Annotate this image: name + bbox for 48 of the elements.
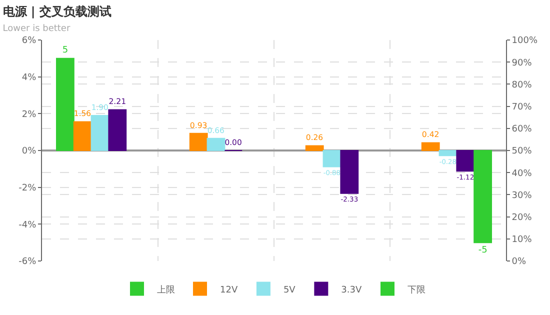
bar	[421, 142, 440, 151]
y2-tick-label: 90%	[512, 58, 532, 68]
legend-label: 5V	[283, 285, 296, 296]
data-label: 0.66	[207, 126, 225, 135]
y-tick-label: -2%	[18, 183, 37, 194]
data-label: -5	[478, 246, 488, 256]
data-label: 5	[62, 45, 68, 56]
y-tick-label: 0%	[22, 146, 37, 157]
y-tick-label: -4%	[18, 220, 37, 230]
legend-label: 3.3V	[341, 285, 362, 296]
bar	[189, 132, 208, 151]
bar	[108, 109, 127, 151]
chart-title: 电源 | 交叉负载测试	[2, 4, 112, 19]
y2-tick-label: 100%	[512, 36, 538, 46]
legend-label: 下限	[407, 285, 426, 296]
data-label: 0.26	[306, 133, 324, 142]
y2-tick-label: 70%	[512, 102, 532, 112]
y2-tick-label: 60%	[512, 124, 532, 135]
y2-tick-label: 50%	[512, 146, 532, 157]
bar	[73, 121, 92, 151]
bar	[456, 150, 475, 172]
data-label: 0.42	[422, 130, 440, 140]
bar	[90, 115, 110, 151]
bar	[305, 145, 324, 151]
y2-tick-label: 20%	[512, 212, 532, 223]
y-tick-label: 2%	[22, 110, 37, 120]
chart-subtitle: Lower is better	[2, 24, 70, 34]
bar	[474, 150, 492, 244]
data-label: 0.00	[224, 138, 242, 147]
y2-tick-label: 40%	[512, 168, 532, 179]
data-label: 1.90	[91, 102, 109, 112]
bar	[322, 150, 342, 168]
data-label: 0.93	[190, 120, 208, 130]
bar	[438, 150, 458, 156]
y2-tick-label: 80%	[512, 80, 532, 90]
bar	[340, 150, 359, 194]
y2-tick-label: 10%	[512, 235, 532, 246]
y-tick-label: 4%	[22, 72, 37, 83]
y-tick-label: -6%	[18, 257, 37, 268]
y-tick-label: 6%	[22, 36, 37, 46]
legend-label: 上限	[157, 284, 175, 296]
bar	[206, 138, 226, 151]
y2-tick-label: 0%	[512, 257, 527, 268]
bar	[56, 58, 74, 151]
legend-label: 12V	[220, 285, 238, 296]
data-label: 2.21	[108, 97, 126, 106]
y2-tick-label: 30%	[512, 190, 532, 201]
data-label: 1.56	[74, 109, 92, 118]
